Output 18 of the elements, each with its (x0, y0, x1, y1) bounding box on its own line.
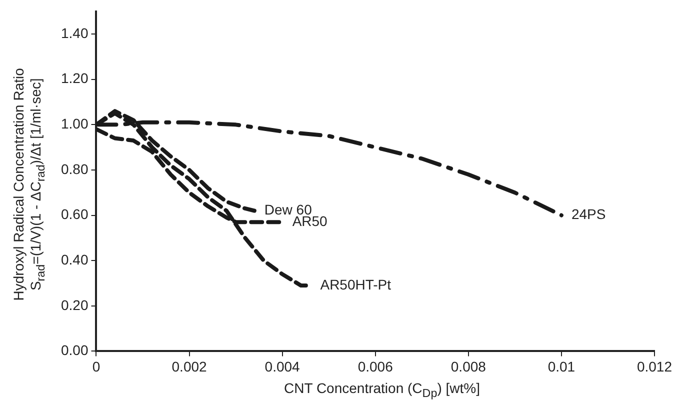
y-tick-label: 1.00 (61, 116, 88, 132)
x-tick-label: 0.012 (636, 358, 672, 374)
y-tick-label: 0.20 (61, 296, 88, 313)
y-tick-label: 0.80 (61, 160, 88, 177)
x-axis-title: CNT Concentration (C$_{Dp}$) [wt%] (283, 380, 481, 400)
y-tick-label: 0.00 (61, 342, 88, 358)
y-tick-label: 1.40 (61, 24, 88, 41)
x-tick-label: 0.006 (358, 358, 394, 374)
series-label: AR50HT-Pt (320, 276, 392, 292)
x-tick-label: 0 (92, 358, 100, 374)
y-tick-label: 0.60 (61, 206, 88, 222)
x-tick-label: 0.008 (450, 358, 486, 374)
x-tick-label: 0.002 (172, 358, 208, 374)
x-tick-label: 0.004 (264, 358, 300, 374)
y-tick-label: 1.20 (61, 70, 88, 86)
x-tick-label: 0.01 (548, 358, 576, 374)
y-tick-label: 0.40 (61, 251, 88, 268)
series-label: 24PS (571, 206, 606, 222)
